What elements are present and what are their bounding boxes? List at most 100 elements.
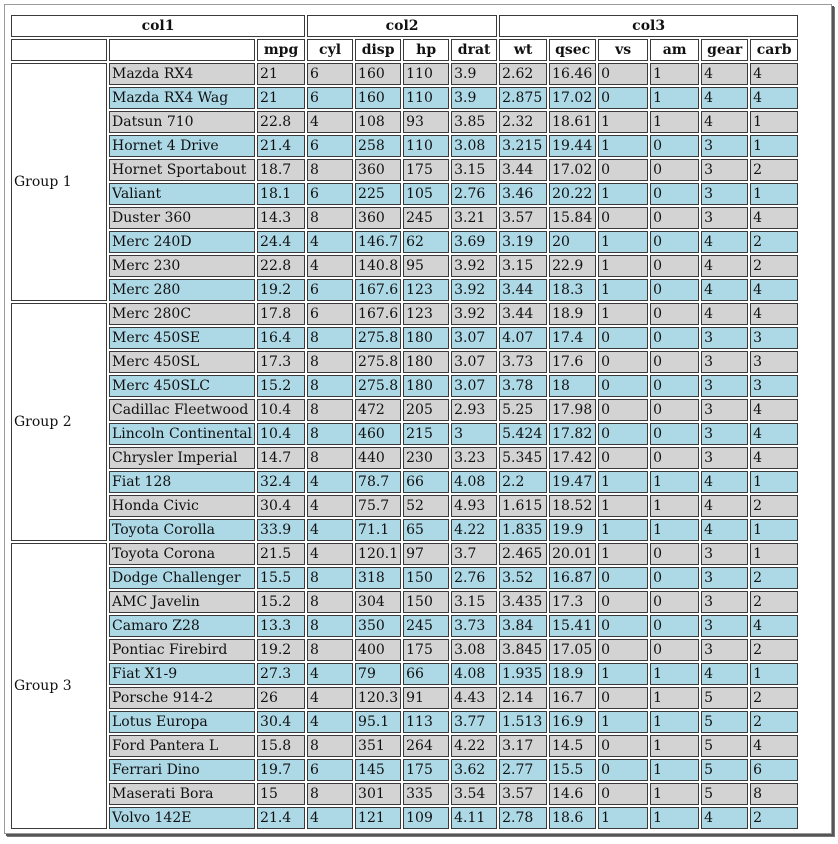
value-cell: 0: [650, 399, 700, 421]
value-cell: 146.7: [355, 231, 402, 253]
value-cell: 8: [307, 399, 354, 421]
value-cell: 3.73: [451, 615, 498, 637]
value-cell: 15.2: [257, 375, 306, 397]
car-name-cell: Ford Pantera L: [109, 735, 256, 757]
value-cell: 2: [750, 687, 799, 709]
value-cell: 4: [750, 303, 799, 325]
value-cell: 1: [650, 711, 700, 733]
value-cell: 3: [750, 327, 799, 349]
column-header-qsec: qsec: [549, 39, 597, 61]
value-cell: 95.1: [355, 711, 402, 733]
value-cell: 91: [403, 687, 450, 709]
value-cell: 4: [307, 255, 354, 277]
value-cell: 1: [598, 279, 649, 301]
group-header-col2: col2: [307, 15, 498, 37]
value-cell: 0: [598, 567, 649, 589]
value-cell: 3: [701, 447, 749, 469]
value-cell: 4: [701, 255, 749, 277]
value-cell: 15.84: [549, 207, 597, 229]
value-cell: 8: [307, 207, 354, 229]
value-cell: 17.02: [549, 159, 597, 181]
value-cell: 1: [650, 687, 700, 709]
value-cell: 350: [355, 615, 402, 637]
value-cell: 1: [598, 303, 649, 325]
value-cell: 0: [650, 567, 700, 589]
value-cell: 0: [650, 639, 700, 661]
car-name-cell: Hornet Sportabout: [109, 159, 256, 181]
column-header-mpg: mpg: [257, 39, 306, 61]
value-cell: 0: [598, 615, 649, 637]
value-cell: 0: [650, 135, 700, 157]
table-row: Merc 450SLC 15.2 8 275.8 180 3.07 3.78 18 0 0 3 3: [11, 375, 799, 397]
value-cell: 0: [650, 255, 700, 277]
value-cell: 18.7: [257, 159, 306, 181]
value-cell: 30.4: [257, 495, 306, 517]
value-cell: 52: [403, 495, 450, 517]
value-cell: 3: [701, 639, 749, 661]
value-cell: 17.98: [549, 399, 597, 421]
value-cell: 180: [403, 375, 450, 397]
value-cell: 1: [598, 495, 649, 517]
value-cell: 1: [650, 663, 700, 685]
value-cell: 14.6: [549, 783, 597, 805]
value-cell: 21: [257, 87, 306, 109]
value-cell: 17.4: [549, 327, 597, 349]
value-cell: 4: [307, 519, 354, 541]
value-cell: 3: [701, 183, 749, 205]
value-cell: 32.4: [257, 471, 306, 493]
value-cell: 4.07: [499, 327, 548, 349]
car-name-cell: Merc 450SL: [109, 351, 256, 373]
value-cell: 1: [650, 63, 700, 85]
value-cell: 18.61: [549, 111, 597, 133]
value-cell: 0: [598, 447, 649, 469]
car-name-cell: Valiant: [109, 183, 256, 205]
table-row: Honda Civic 30.4 4 75.7 52 4.93 1.615 18.52 1 1 4 2: [11, 495, 799, 517]
value-cell: 3.57: [499, 207, 548, 229]
value-cell: 4: [701, 231, 749, 253]
column-header-carb: carb: [750, 39, 799, 61]
value-cell: 13.3: [257, 615, 306, 637]
value-cell: 3.07: [451, 375, 498, 397]
value-cell: 3: [701, 207, 749, 229]
value-cell: 17.02: [549, 87, 597, 109]
value-cell: 0: [650, 351, 700, 373]
value-cell: 0: [650, 183, 700, 205]
value-cell: 3.73: [499, 351, 548, 373]
value-cell: 230: [403, 447, 450, 469]
column-header-row: mpg cyl disp hp drat wt qsec vs am gear …: [11, 39, 799, 61]
value-cell: 123: [403, 279, 450, 301]
value-cell: 175: [403, 759, 450, 781]
value-cell: 0: [650, 615, 700, 637]
group-header-col1: col1: [11, 15, 306, 37]
car-name-cell: Camaro Z28: [109, 615, 256, 637]
table-row: Mazda RX4 Wag 21 6 160 110 3.9 2.875 17.02 0 1 4 4: [11, 87, 799, 109]
value-cell: 0: [650, 231, 700, 253]
value-cell: 16.9: [549, 711, 597, 733]
value-cell: 22.8: [257, 111, 306, 133]
value-cell: 8: [307, 735, 354, 757]
value-cell: 304: [355, 591, 402, 613]
value-cell: 3.845: [499, 639, 548, 661]
value-cell: 1: [650, 471, 700, 493]
car-name-cell: Merc 240D: [109, 231, 256, 253]
value-cell: 19.44: [549, 135, 597, 157]
value-cell: 8: [307, 639, 354, 661]
value-cell: 8: [307, 327, 354, 349]
column-header-disp: disp: [355, 39, 402, 61]
value-cell: 15.8: [257, 735, 306, 757]
car-name-cell: Merc 450SLC: [109, 375, 256, 397]
value-cell: 5: [701, 735, 749, 757]
value-cell: 4: [307, 687, 354, 709]
value-cell: 400: [355, 639, 402, 661]
value-cell: 4: [701, 495, 749, 517]
column-header-hp: hp: [403, 39, 450, 61]
table-row: Toyota Corolla 33.9 4 71.1 65 4.22 1.835 19.9 1 1…: [11, 519, 799, 541]
value-cell: 4: [750, 615, 799, 637]
value-cell: 3.54: [451, 783, 498, 805]
value-cell: 66: [403, 471, 450, 493]
value-cell: 4: [307, 663, 354, 685]
value-cell: 4.08: [451, 663, 498, 685]
table-row: Ford Pantera L 15.8 8 351 264 4.22 3.17 14.5 0 1 5…: [11, 735, 799, 757]
value-cell: 4: [750, 447, 799, 469]
value-cell: 5.345: [499, 447, 548, 469]
